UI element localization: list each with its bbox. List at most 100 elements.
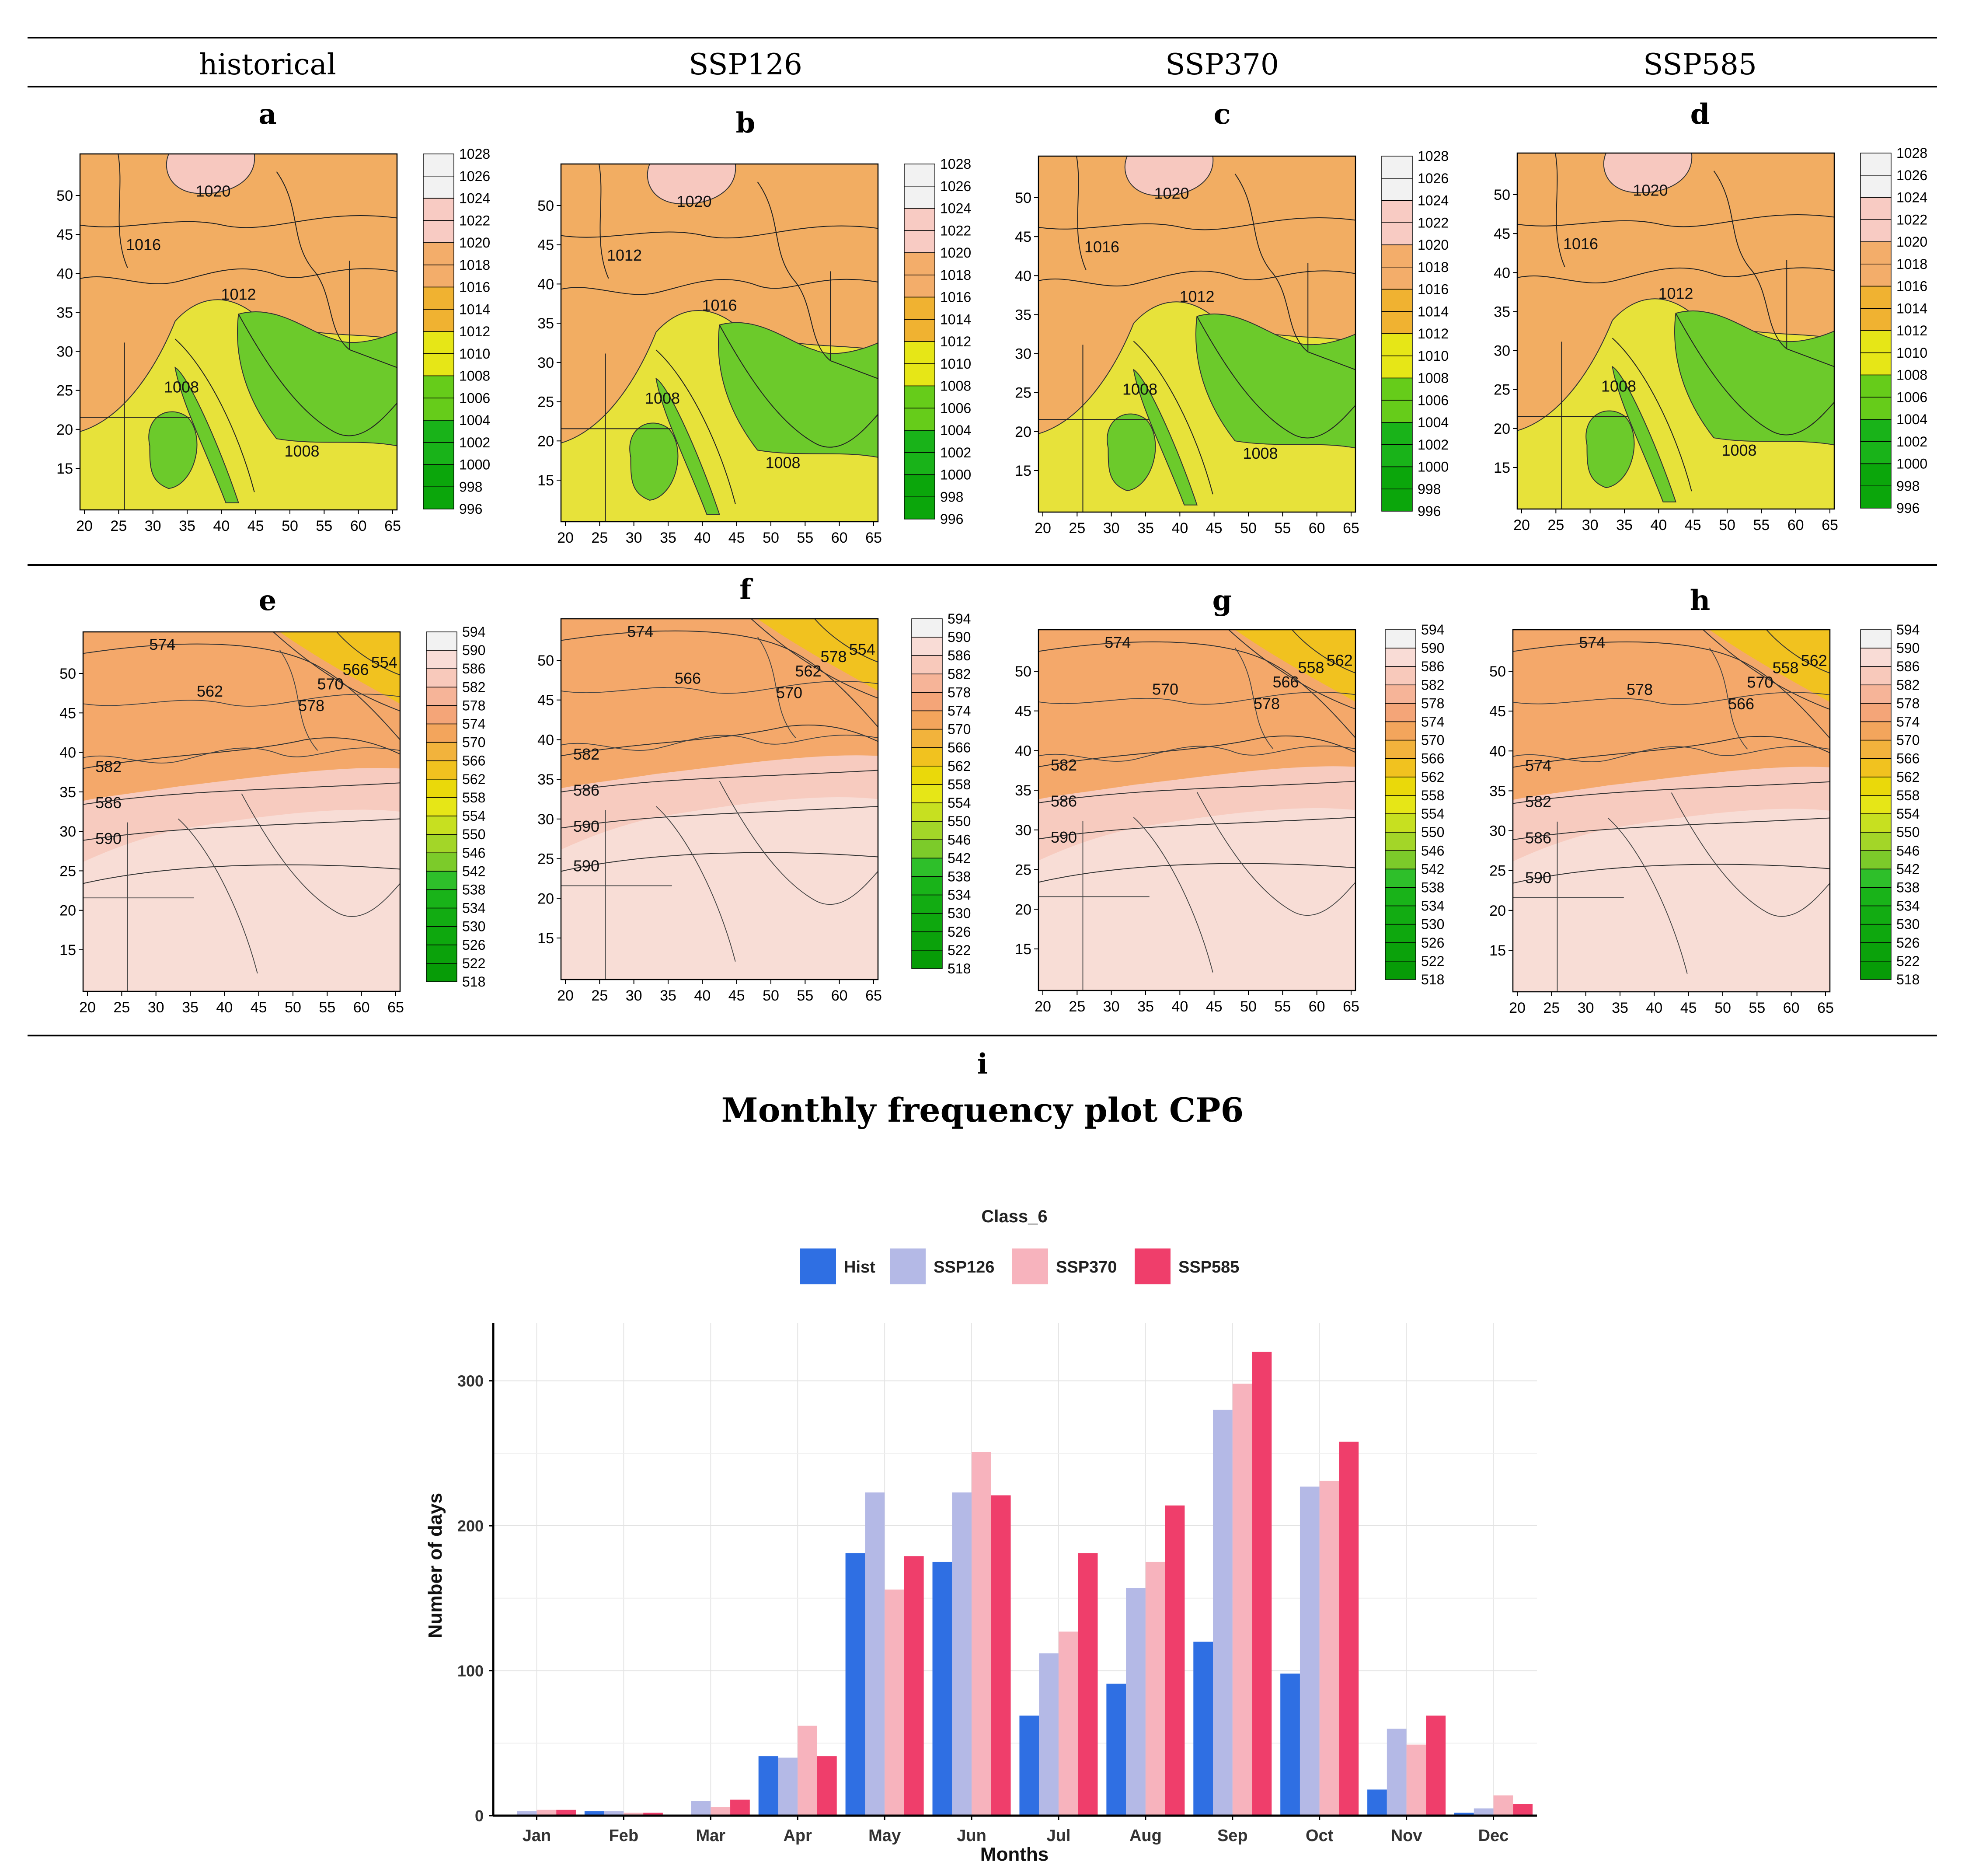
- x-tick-label: 20: [1035, 998, 1051, 1015]
- x-tick-label: 45: [1206, 998, 1223, 1015]
- bar-ssp585-jun: [991, 1495, 1011, 1816]
- x-tick-label: 25: [1547, 517, 1564, 534]
- country-border: [349, 261, 397, 368]
- legend-swatch: [1860, 961, 1892, 980]
- country-border: [1133, 817, 1213, 973]
- bar-ssp126-feb: [604, 1811, 624, 1816]
- x-tick-label: Jun: [957, 1827, 986, 1845]
- legend-label: 526: [948, 924, 971, 940]
- legend-swatch: [904, 341, 935, 364]
- contour-line: [83, 737, 401, 769]
- legend-label: 558: [948, 777, 971, 792]
- legend-swatch: [904, 208, 935, 231]
- legend-label: 1014: [1418, 303, 1449, 319]
- legend-swatch: [1860, 330, 1892, 353]
- legend-label: 1020: [1896, 234, 1927, 250]
- bar-ssp585-jan: [556, 1810, 576, 1816]
- legend-swatch: [1381, 422, 1413, 445]
- x-tick-label: 60: [1787, 517, 1804, 534]
- chart-bars: [517, 1352, 1533, 1816]
- x-axis-label: Months: [980, 1844, 1049, 1865]
- map-frame: [82, 631, 401, 992]
- contour-label: 1020: [1154, 185, 1189, 202]
- bar-hist-sep: [1193, 1642, 1213, 1816]
- contour-label: 562: [1801, 652, 1827, 670]
- chart-grid: [493, 1323, 1537, 1816]
- contour-label: 570: [776, 684, 802, 702]
- legend-label: 542: [948, 850, 971, 866]
- legend-swatch: [904, 452, 935, 475]
- contour-label: 574: [149, 635, 175, 653]
- contour-label: 578: [298, 697, 324, 715]
- legend-swatch: [911, 655, 943, 675]
- legend-swatch: [426, 945, 457, 964]
- legend-label: 1006: [459, 390, 490, 406]
- y-tick-label: 35: [1489, 783, 1506, 799]
- x-tick-label: Aug: [1129, 1827, 1162, 1845]
- legend-label: 582: [1421, 677, 1444, 693]
- legend-swatch: [904, 296, 935, 320]
- legend-label: 570: [1896, 732, 1920, 748]
- legend-swatch: [1385, 961, 1416, 980]
- legend-swatch: [426, 907, 457, 927]
- legend-swatch: [904, 275, 935, 298]
- contour-label: 582: [1051, 756, 1077, 774]
- legend-swatch: [1860, 684, 1892, 704]
- legend-swatch: [1385, 703, 1416, 722]
- x-tick-label: 30: [626, 530, 642, 546]
- contour-line: [1512, 817, 1830, 840]
- y-tick-label: 30: [1015, 822, 1031, 839]
- bar-ssp370-feb: [624, 1813, 644, 1816]
- contour-label: 574: [1525, 757, 1551, 774]
- country-border: [1517, 267, 1835, 283]
- x-tick-label: 35: [660, 530, 676, 546]
- legend-swatch: [1860, 942, 1892, 962]
- legend-label: 570: [948, 722, 971, 737]
- y-tick-label: 15: [1489, 942, 1506, 959]
- legend-swatch: [1860, 777, 1892, 796]
- x-tick-label: 45: [1685, 517, 1701, 534]
- legend-label: 996: [1418, 503, 1441, 519]
- contour-label: 562: [1327, 652, 1353, 670]
- x-tick-label: 50: [285, 999, 301, 1016]
- contour-line: [1512, 864, 1830, 884]
- legend-label: 538: [462, 882, 485, 897]
- legend-swatch: [911, 637, 943, 656]
- bar-hist-dec: [1454, 1813, 1474, 1816]
- x-tick-label: 45: [247, 518, 264, 534]
- bar-ssp126-oct: [1300, 1486, 1320, 1816]
- low-pressure-region: [148, 411, 198, 489]
- contour-label: 582: [1525, 793, 1551, 811]
- map-frame: [560, 163, 879, 523]
- y-tick-label: 100: [457, 1662, 484, 1680]
- country-border: [238, 314, 397, 436]
- monthly-frequency-chart: Class_6 Hist SSP126 SSP370 SSP585 0 100 200 30…: [425, 1207, 1537, 1865]
- legend-label: 594: [1896, 622, 1920, 638]
- contour-label: 1008: [765, 453, 800, 471]
- legend-swatch: [426, 705, 457, 725]
- legend-label: 1012: [940, 334, 971, 349]
- low-pressure-region: [1674, 310, 1835, 446]
- legend-swatch: [423, 353, 454, 377]
- country-border: [757, 636, 796, 738]
- y-tick-label: 45: [56, 227, 73, 243]
- legend-swatch: [1385, 739, 1416, 759]
- legend-swatch: [1381, 444, 1413, 467]
- legend-label: 1014: [1896, 300, 1927, 316]
- bar-ssp585-dec: [1513, 1804, 1533, 1816]
- legend-swatch: [911, 692, 943, 711]
- map-frame: [1038, 629, 1356, 991]
- legend-label: 574: [1896, 714, 1920, 730]
- legend-swatch: [1860, 397, 1892, 420]
- legend-swatch: [1385, 777, 1416, 796]
- contour-label: 570: [1747, 673, 1773, 691]
- legend-label: 1002: [459, 435, 490, 450]
- legend-swatch: [1381, 311, 1413, 334]
- x-tick-label: 60: [831, 987, 848, 1004]
- country-border: [178, 818, 258, 974]
- x-tick-label: 30: [145, 518, 161, 534]
- legend-swatch: [426, 650, 457, 669]
- y-tick-label: 45: [1015, 703, 1031, 720]
- x-tick-label: 55: [1753, 517, 1770, 534]
- legend-label: 1008: [459, 368, 490, 384]
